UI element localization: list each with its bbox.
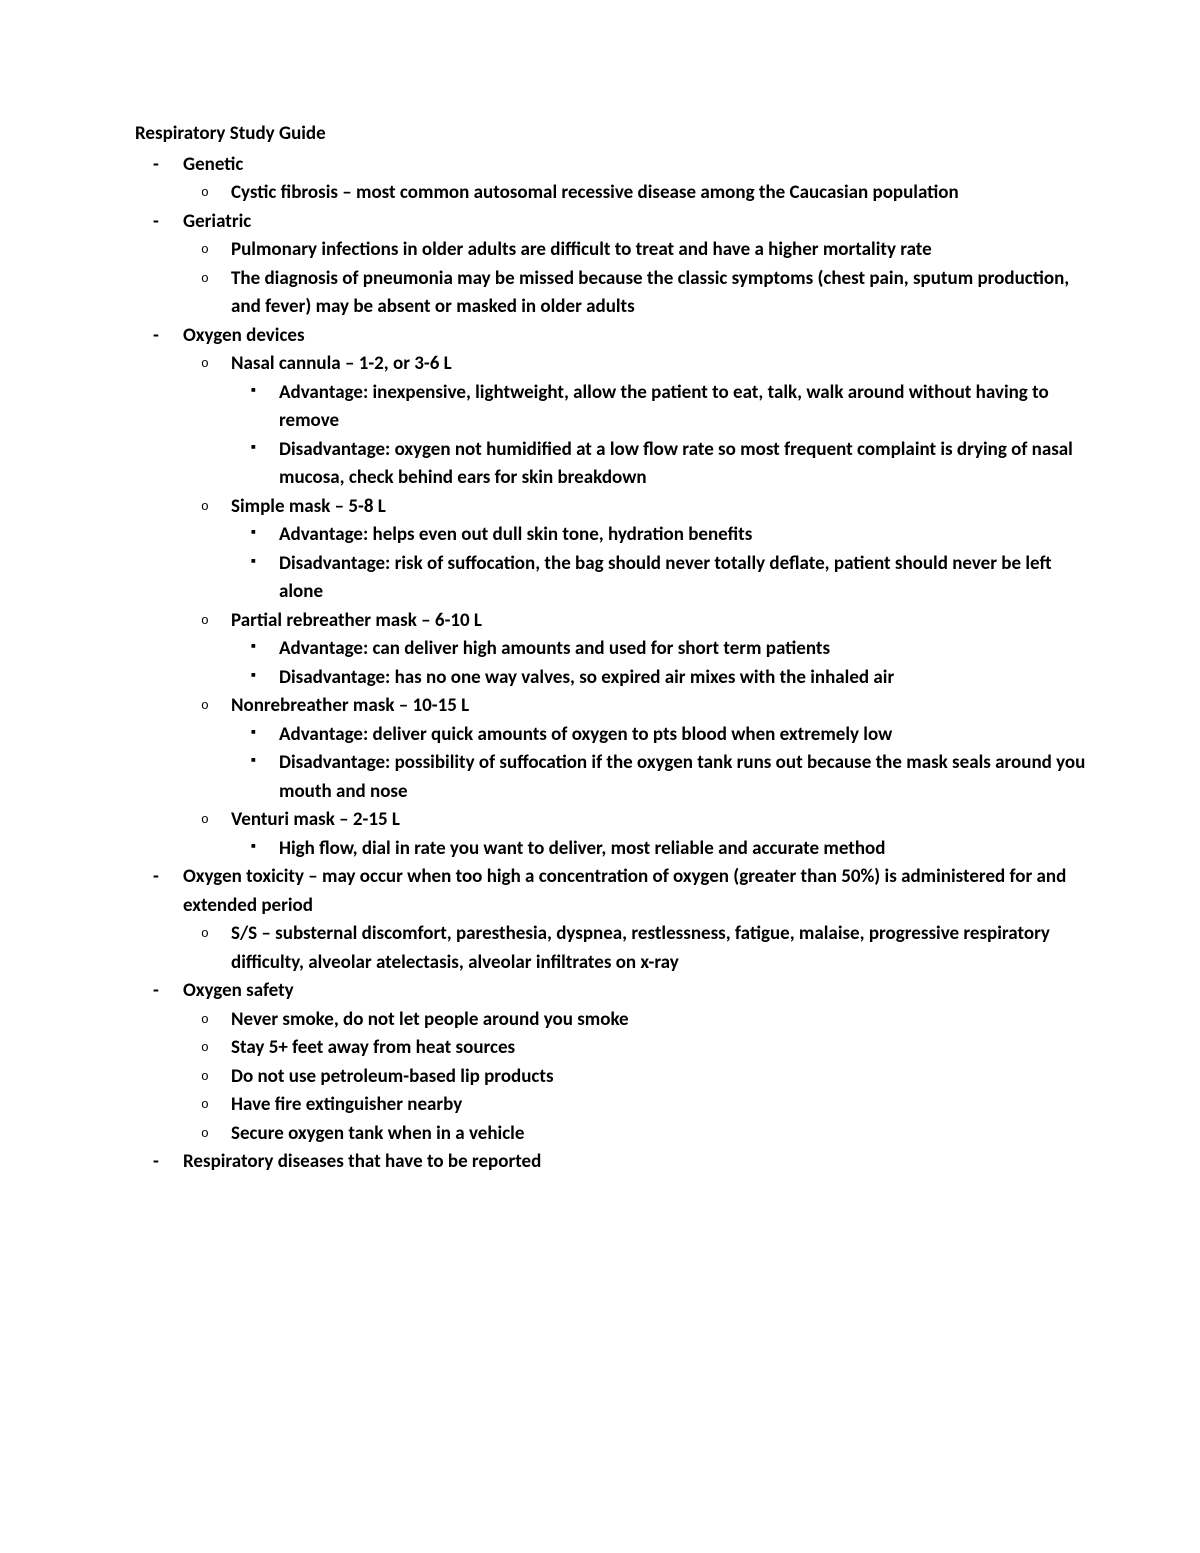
section-items: Pulmonary infections in older adults are… [183,236,1090,322]
section: Oxygen safety Never smoke, do not let peo… [183,977,1090,1148]
item-text: Simple mask – 5-8 L [231,495,386,518]
sub-item: High flow, dial in rate you want to deli… [279,835,1090,864]
section-items: Nasal cannula – 1-2, or 3-6 L Advantage: … [183,350,1090,863]
item: Partial rebreather mask – 6-10 L Advantag… [231,607,1090,693]
sub-item: Advantage: deliver quick amounts of oxyg… [279,721,1090,750]
item: Nasal cannula – 1-2, or 3-6 L Advantage: … [231,350,1090,493]
sub-item: Advantage: helps even out dull skin tone… [279,521,1090,550]
sub-items: Advantage: deliver quick amounts of oxyg… [231,721,1090,807]
sub-item-text: Advantage: helps even out dull skin tone… [279,523,752,546]
sub-item: Disadvantage: oxygen not humidified at a… [279,436,1090,493]
item-text: Never smoke, do not let people around yo… [231,1008,629,1031]
section-heading: Oxygen safety [183,979,294,1002]
item: Nonrebreather mask – 10-15 L Advantage: d… [231,692,1090,806]
section: Oxygen devices Nasal cannula – 1-2, or 3-… [183,322,1090,864]
item-text: Venturi mask – 2-15 L [231,808,400,831]
section-items: S/S – substernal discomfort, paresthesia… [183,920,1090,977]
sub-item: Disadvantage: possibility of suffocation… [279,749,1090,806]
item: Venturi mask – 2-15 L High flow, dial in … [231,806,1090,863]
item: Simple mask – 5-8 L Advantage: helps even… [231,493,1090,607]
sub-item-text: Disadvantage: has no one way valves, so … [279,666,894,689]
item: Pulmonary infections in older adults are… [231,236,1090,265]
item: Never smoke, do not let people around yo… [231,1006,1090,1035]
outline-root: Genetic Cystic fibrosis – most common aut… [135,151,1090,1177]
item: Cystic fibrosis – most common autosomal … [231,179,1090,208]
sub-item: Disadvantage: risk of suffocation, the b… [279,550,1090,607]
item: Stay 5+ feet away from heat sources [231,1034,1090,1063]
section-heading: Genetic [183,153,243,176]
item-text: Secure oxygen tank when in a vehicle [231,1122,524,1145]
item-text: Have fire extinguisher nearby [231,1093,462,1116]
sub-item: Advantage: inexpensive, lightweight, all… [279,379,1090,436]
sub-item-text: Advantage: deliver quick amounts of oxyg… [279,723,892,746]
item-text: Stay 5+ feet away from heat sources [231,1036,515,1059]
sub-items: Advantage: helps even out dull skin tone… [231,521,1090,607]
section-items: Never smoke, do not let people around yo… [183,1006,1090,1149]
item-text: Cystic fibrosis – most common autosomal … [231,181,959,204]
section: Oxygen toxicity – may occur when too hig… [183,863,1090,977]
section-heading: Geriatric [183,210,251,233]
item-text: Pulmonary infections in older adults are… [231,238,932,261]
sub-item: Advantage: can deliver high amounts and … [279,635,1090,664]
section-items: Cystic fibrosis – most common autosomal … [183,179,1090,208]
item: Do not use petroleum-based lip products [231,1063,1090,1092]
item-text: Do not use petroleum-based lip products [231,1065,554,1088]
item: Secure oxygen tank when in a vehicle [231,1120,1090,1149]
sub-items: Advantage: inexpensive, lightweight, all… [231,379,1090,493]
item: Have fire extinguisher nearby [231,1091,1090,1120]
sub-item-text: Disadvantage: possibility of suffocation… [279,751,1085,803]
sub-item-text: Disadvantage: risk of suffocation, the b… [279,552,1052,604]
sub-item-text: Disadvantage: oxygen not humidified at a… [279,438,1073,490]
sub-item-text: Advantage: can deliver high amounts and … [279,637,830,660]
item-text: S/S – substernal discomfort, paresthesia… [231,922,1050,974]
item-text: Partial rebreather mask – 6-10 L [231,609,482,632]
item: The diagnosis of pneumonia may be missed… [231,265,1090,322]
sub-item-text: High flow, dial in rate you want to deli… [279,837,885,860]
sub-item-text: Advantage: inexpensive, lightweight, all… [279,381,1049,433]
item: S/S – substernal discomfort, paresthesia… [231,920,1090,977]
section-heading: Oxygen devices [183,324,305,347]
document-title: Respiratory Study Guide [135,120,1090,149]
sub-items: High flow, dial in rate you want to deli… [231,835,1090,864]
section-heading: Respiratory diseases that have to be rep… [183,1150,541,1173]
section: Geriatric Pulmonary infections in older a… [183,208,1090,322]
sub-items: Advantage: can deliver high amounts and … [231,635,1090,692]
item-text: Nonrebreather mask – 10-15 L [231,694,469,717]
item-text: The diagnosis of pneumonia may be missed… [231,267,1069,319]
section: Respiratory diseases that have to be rep… [183,1148,1090,1177]
section: Genetic Cystic fibrosis – most common aut… [183,151,1090,208]
item-text: Nasal cannula – 1-2, or 3-6 L [231,352,452,375]
section-heading: Oxygen toxicity – may occur when too hig… [183,865,1066,917]
sub-item: Disadvantage: has no one way valves, so … [279,664,1090,693]
